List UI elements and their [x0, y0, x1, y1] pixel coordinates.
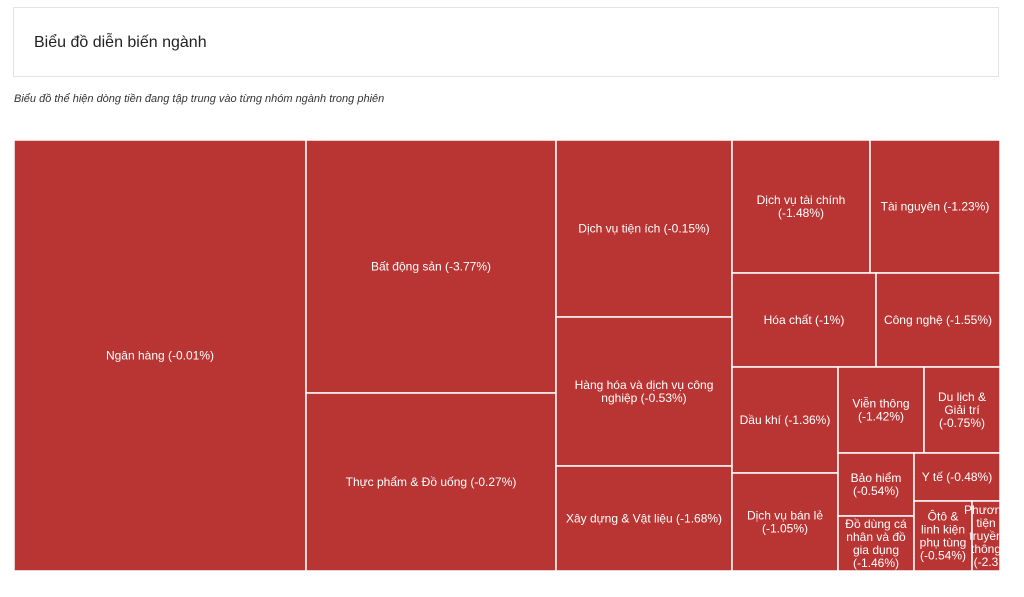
treemap-tile-label-line: Công nghệ (-1.55%) — [884, 313, 992, 327]
treemap-tile-label-line: Giải trí — [944, 403, 980, 417]
treemap-tile-label-line: Dịch vụ tài chính — [757, 193, 846, 207]
treemap-tile-label-line: tiện — [976, 516, 995, 530]
treemap-tile-label-line: (-1.48%) — [778, 206, 824, 220]
treemap-tile-label-line: Ngân hàng (-0.01%) — [106, 349, 214, 363]
treemap-tile-label: Bất động sản (-3.77%) — [371, 260, 491, 274]
treemap-tile-label-line: (-0.75%) — [939, 416, 985, 430]
treemap-tile[interactable]: Dịch vụ tài chính (-1.48%) — [731, 140, 871, 274]
treemap-tile-label-line: Thực phẩm & Đồ uống (-0.27%) — [346, 475, 517, 489]
treemap-tile[interactable]: Ôtô & linh kiện phụ tùng (-0.54%) — [913, 500, 973, 571]
treemap-tile-rect — [971, 500, 1000, 571]
treemap-tile-label-line: Phương — [964, 503, 1000, 517]
treemap-tile-rect — [305, 140, 557, 394]
treemap-tile-label: Ôtô & linh kiện phụ tùng (-0.54%) — [920, 509, 967, 563]
treemap-tile-label-line: (-1.46%) — [853, 556, 899, 570]
treemap-tile-label-line: nhân và đồ — [846, 530, 906, 544]
chart-card-header: Biểu đồ diễn biến ngành — [13, 7, 999, 77]
treemap-tile-label: Thực phẩm & Đồ uống (-0.27%) — [346, 475, 517, 489]
treemap-tile-label-line: Bảo hiểm — [851, 471, 902, 485]
treemap-tile-label-line: (-0.54%) — [853, 484, 899, 498]
treemap-tile-label-line: phụ tùng — [920, 536, 967, 550]
chart-title: Biểu đồ diễn biến ngành — [34, 34, 207, 51]
treemap-tile-label: Du lịch & Giải trí (-0.75%) — [938, 390, 986, 430]
treemap-tile[interactable]: Bất động sản (-3.77%) — [305, 140, 557, 394]
treemap-tile-label-line: Xây dựng & Vật liệu (-1.68%) — [566, 512, 722, 526]
treemap-tile-label-line: Tài nguyên (-1.23%) — [881, 200, 990, 214]
treemap-tile-rect — [913, 500, 973, 571]
treemap-tile[interactable]: Hàng hóa và dịch vụ công nghiệp (-0.53%) — [555, 316, 733, 467]
treemap-tile-label-line: (-0.54%) — [920, 549, 966, 563]
treemap-tile-label-line: (-2.3 — [974, 555, 999, 569]
treemap-tile-label-line: Dịch vụ bán lẻ — [747, 509, 823, 523]
treemap-tile-label: Đồ dùng cá nhân và đồ gia dụng (-1.46%) — [845, 517, 907, 570]
sector-treemap: Ngân hàng (-0.01%) Bất động sản (-3.77%) T… — [14, 140, 1000, 571]
treemap-tile-label-line: (-1.05%) — [762, 522, 808, 536]
treemap-tile-rect — [555, 465, 733, 571]
treemap-tile[interactable]: Xây dựng & Vật liệu (-1.68%) — [555, 465, 733, 571]
treemap-tile[interactable]: Ngân hàng (-0.01%) — [14, 140, 307, 571]
treemap-tile-rect — [731, 272, 877, 368]
treemap-tile-label-line: Bất động sản (-3.77%) — [371, 260, 491, 274]
treemap-tile-rect — [14, 140, 307, 571]
treemap-tile[interactable]: Viễn thông (-1.42%) — [837, 366, 925, 454]
treemap-tile-label: Công nghệ (-1.55%) — [884, 313, 992, 327]
treemap-tile-label: Xây dựng & Vật liệu (-1.68%) — [566, 512, 722, 526]
treemap-svg: Ngân hàng (-0.01%) Bất động sản (-3.77%) T… — [14, 140, 1000, 571]
treemap-tile-rect — [875, 272, 1000, 368]
treemap-tile-label: Dịch vụ bán lẻ (-1.05%) — [747, 509, 823, 536]
treemap-tile-rect — [305, 392, 557, 571]
treemap-tile[interactable]: Tài nguyên (-1.23%) — [869, 140, 1000, 274]
treemap-tile-label-line: gia dụng — [853, 543, 899, 557]
treemap-tile-label: Viễn thông (-1.42%) — [852, 396, 909, 424]
chart-subtitle: Biểu đồ thể hiện dòng tiền đang tập trun… — [14, 93, 385, 105]
treemap-tile-rect — [837, 452, 915, 517]
treemap-tile-label: Dịch vụ tài chính (-1.48%) — [757, 193, 846, 220]
treemap-tile[interactable]: Phươngtiệntruyềnthông(-2.3 — [964, 500, 1000, 571]
treemap-tile-rect — [555, 140, 733, 318]
treemap-tile-label: Phươngtiệntruyềnthông(-2.3 — [964, 503, 1000, 569]
treemap-tile-label-line: Hóa chất (-1%) — [764, 313, 845, 327]
treemap-tile-label: Ngân hàng (-0.01%) — [106, 349, 214, 363]
treemap-tile-label-line: Hàng hóa và dịch vụ công — [575, 378, 714, 392]
treemap-tile[interactable]: Hóa chất (-1%) — [731, 272, 877, 368]
treemap-tile-label-line: Dầu khí (-1.36%) — [740, 413, 831, 427]
treemap-tile-label: Dịch vụ tiện ích (-0.15%) — [578, 222, 709, 236]
treemap-tile-rect — [837, 515, 915, 571]
treemap-tile-label-line: Đồ dùng cá — [845, 517, 907, 531]
treemap-tile[interactable]: Bảo hiểm (-0.54%) — [837, 452, 915, 517]
treemap-tile[interactable]: Du lịch & Giải trí (-0.75%) — [923, 366, 1000, 454]
treemap-tile[interactable]: Dầu khí (-1.36%) — [731, 366, 839, 474]
treemap-tile-label-line: truyền — [969, 529, 1000, 543]
treemap-tile-label: Bảo hiểm (-0.54%) — [851, 471, 902, 498]
treemap-tile[interactable]: Thực phẩm & Đồ uống (-0.27%) — [305, 392, 557, 571]
treemap-tile-label-line: (-1.42%) — [858, 410, 904, 424]
treemap-tile-label: Y tế (-0.48%) — [922, 470, 992, 484]
treemap-tile-rect — [731, 472, 839, 571]
treemap-tile[interactable]: Y tế (-0.48%) — [913, 452, 1000, 502]
treemap-tile-label-line: Dịch vụ tiện ích (-0.15%) — [578, 222, 709, 236]
treemap-tile[interactable]: Dịch vụ bán lẻ (-1.05%) — [731, 472, 839, 571]
treemap-tile[interactable]: Đồ dùng cá nhân và đồ gia dụng (-1.46%) — [837, 515, 915, 571]
treemap-tile-label-line: nghiệp (-0.53%) — [601, 391, 686, 405]
treemap-tile-label: Hóa chất (-1%) — [764, 313, 845, 327]
treemap-tile-label-line: Ôtô & — [928, 509, 959, 524]
treemap-tile-label-line: Du lịch & — [938, 390, 986, 404]
treemap-tile-label-line: Y tế (-0.48%) — [922, 470, 992, 484]
treemap-tile-label-line: Viễn thông — [852, 396, 909, 411]
treemap-tile[interactable]: Công nghệ (-1.55%) — [875, 272, 1000, 368]
treemap-tile-label: Hàng hóa và dịch vụ công nghiệp (-0.53%) — [575, 378, 714, 405]
treemap-tile[interactable]: Dịch vụ tiện ích (-0.15%) — [555, 140, 733, 318]
treemap-tile-rect — [837, 366, 925, 454]
treemap-tile-rect — [555, 316, 733, 467]
treemap-tile-rect — [923, 366, 1000, 454]
treemap-tile-label: Dầu khí (-1.36%) — [740, 413, 831, 427]
treemap-tile-label: Tài nguyên (-1.23%) — [881, 200, 990, 214]
treemap-tile-label-line: linh kiện — [921, 523, 965, 537]
treemap-tile-label-line: thông — [971, 542, 1000, 556]
